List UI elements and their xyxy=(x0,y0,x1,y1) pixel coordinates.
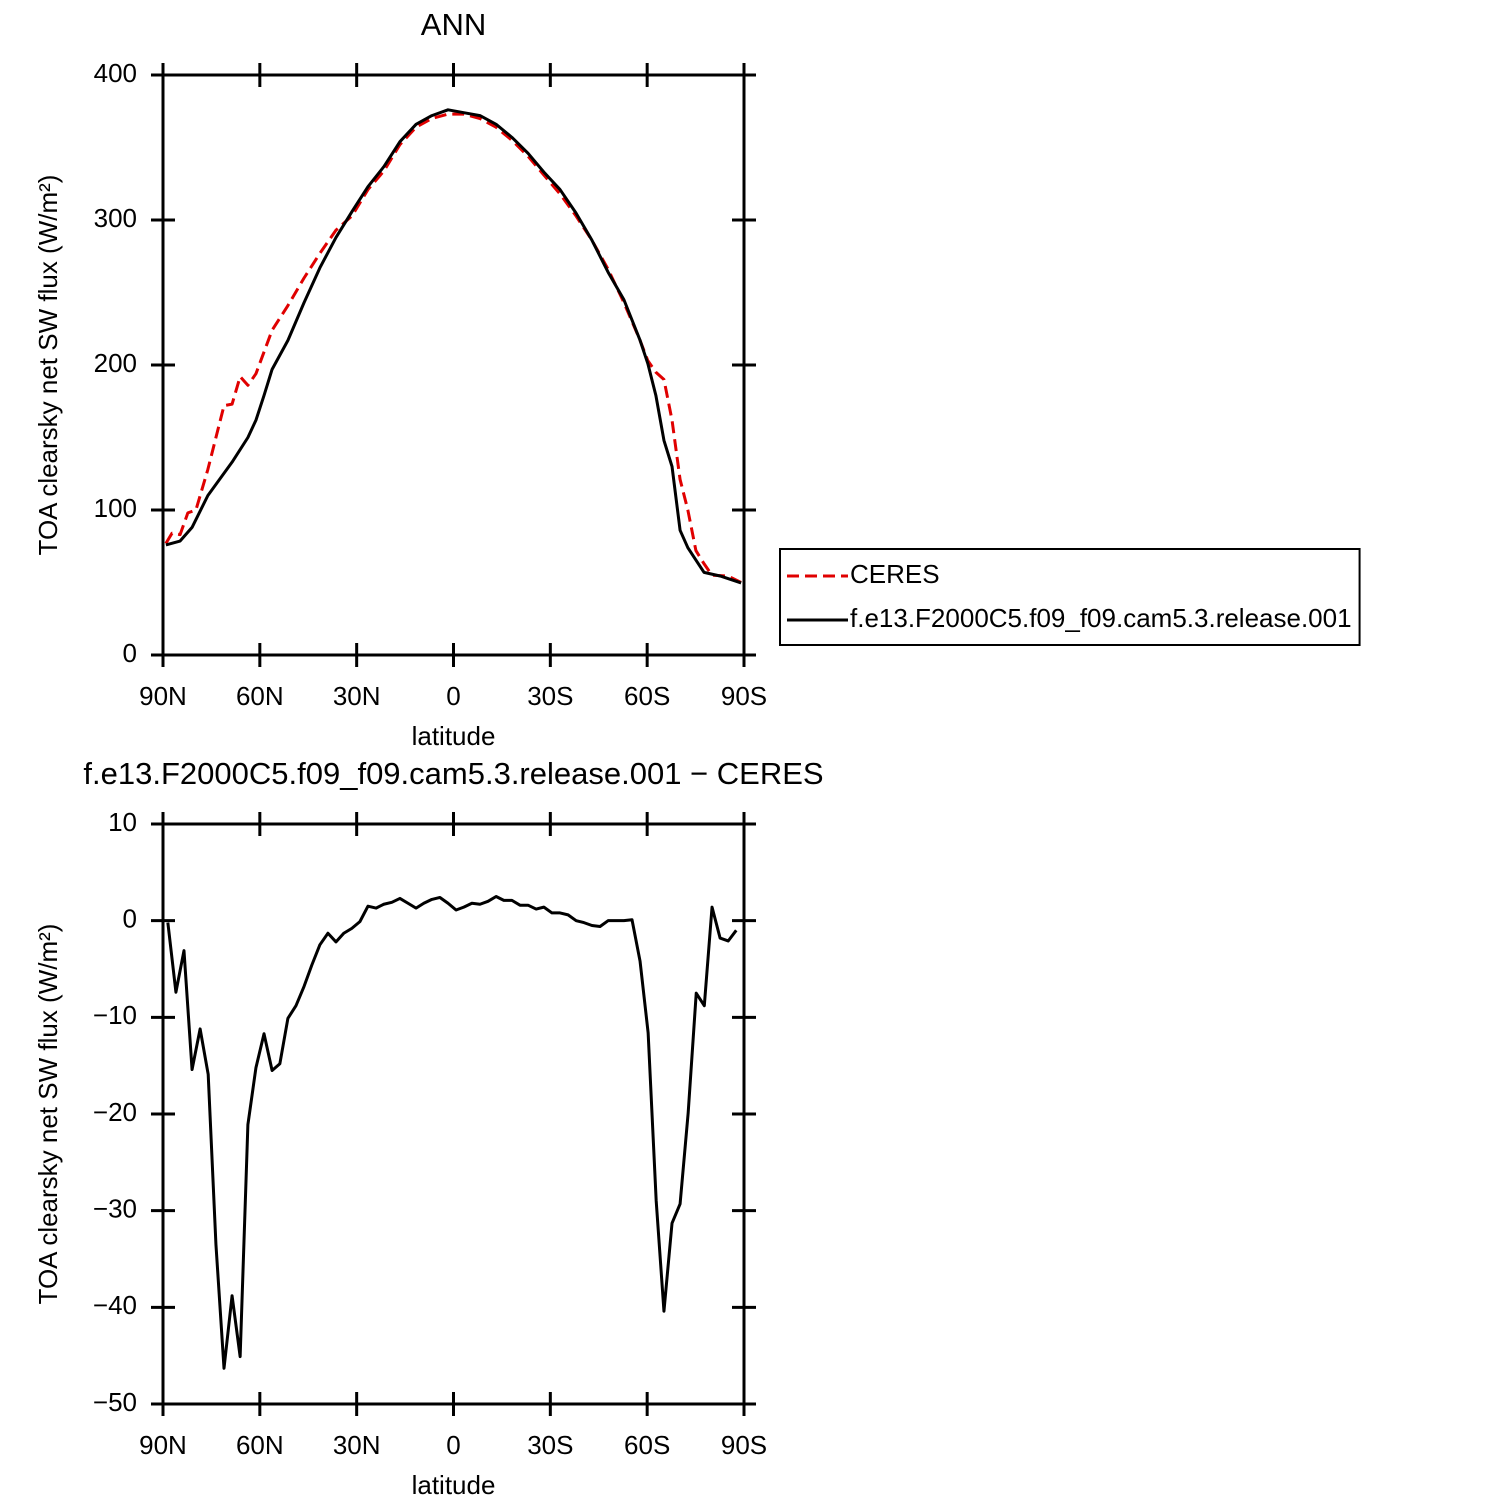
x-tick-label: 90S xyxy=(721,1430,767,1460)
y-tick-label: 0 xyxy=(123,638,137,668)
y-tick-label: 300 xyxy=(94,203,137,233)
data-line xyxy=(166,895,738,1370)
y-tick-label: 0 xyxy=(123,904,137,934)
x-tick-label: 90N xyxy=(139,681,187,711)
plot-frame xyxy=(161,73,746,657)
y-tick-label: 100 xyxy=(94,493,137,523)
x-tick-label: 0 xyxy=(446,1430,460,1460)
y-tick-label: 10 xyxy=(108,807,137,837)
plot-frame xyxy=(161,822,746,1406)
x-tick-label: 90S xyxy=(721,681,767,711)
y-tick-label: −20 xyxy=(93,1097,137,1127)
x-tick-label: 60N xyxy=(236,1430,284,1460)
data-line xyxy=(165,108,742,585)
legend-label: CERES xyxy=(850,559,940,589)
x-tick-label: 90N xyxy=(139,1430,187,1460)
x-tick-label: 30S xyxy=(527,1430,573,1460)
y-tick-label: −40 xyxy=(93,1290,137,1320)
y-tick-label: 400 xyxy=(94,58,137,88)
x-tick-label: 30S xyxy=(527,681,573,711)
x-tick-label: 60S xyxy=(624,1430,670,1460)
legend: CERES f.e13.F2000C5.f09_f09.cam5.3.releas… xyxy=(779,548,1361,646)
x-tick-label: 60S xyxy=(624,681,670,711)
x-tick-label: 30N xyxy=(333,1430,381,1460)
y-tick-label: −50 xyxy=(93,1387,137,1417)
y-tick-label: 200 xyxy=(94,348,137,378)
data-line xyxy=(164,112,742,584)
chart-title: ANN xyxy=(421,7,486,42)
x-tick-label: 60N xyxy=(236,681,284,711)
x-axis-label: latitude xyxy=(412,721,496,751)
y-tick-label: −10 xyxy=(93,1000,137,1030)
y-tick-label: −30 xyxy=(93,1194,137,1224)
y-axis-label: TOA clearsky net SW flux (W/m²) xyxy=(33,175,63,556)
y-axis-label: TOA clearsky net SW flux (W/m²) xyxy=(33,924,63,1305)
x-axis-label: latitude xyxy=(412,1470,496,1500)
x-tick-label: 0 xyxy=(446,681,460,711)
x-tick-label: 30N xyxy=(333,681,381,711)
chart-title: f.e13.F2000C5.f09_f09.cam5.3.release.001… xyxy=(83,756,823,791)
legend-box xyxy=(779,548,1361,646)
legend-label: f.e13.F2000C5.f09_f09.cam5.3.release.001 xyxy=(850,603,1352,633)
